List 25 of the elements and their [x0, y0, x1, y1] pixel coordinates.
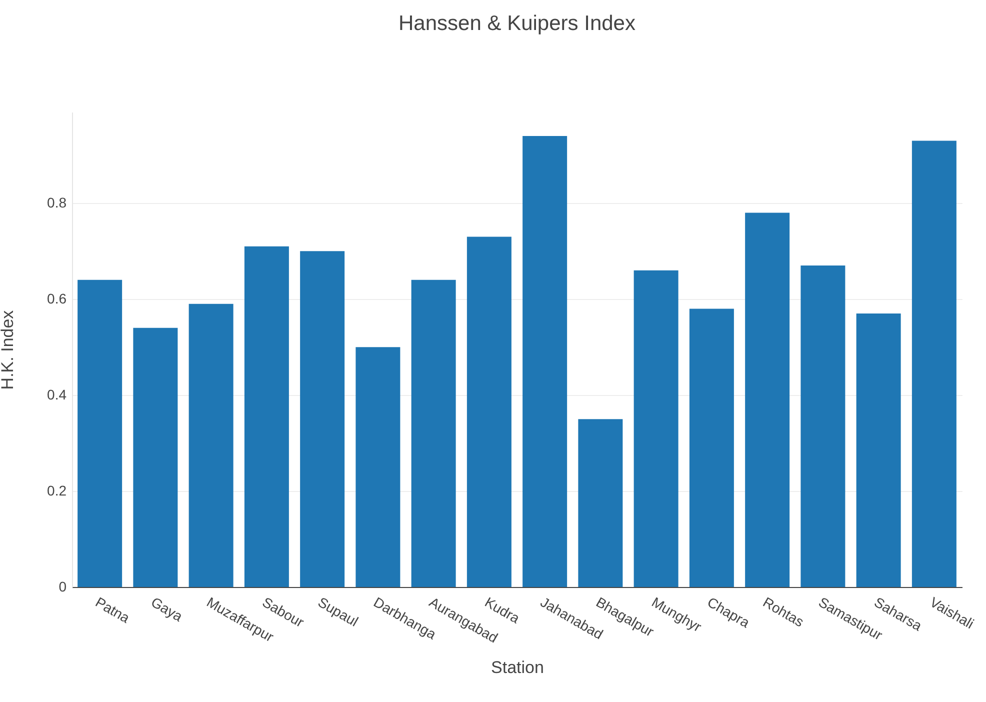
y-axis-title: H.K. Index — [0, 310, 18, 390]
bar — [300, 251, 345, 587]
bar — [466, 236, 512, 587]
y-tick-label: 0.4 — [47, 386, 67, 403]
bar — [745, 212, 790, 587]
bar — [522, 136, 568, 587]
y-tick-label: 0.6 — [47, 290, 67, 307]
x-axis-title: Station — [491, 658, 544, 677]
bar — [244, 246, 289, 587]
bar — [912, 140, 956, 587]
bar — [133, 328, 178, 587]
bar — [689, 308, 734, 587]
bar — [188, 304, 234, 587]
bar — [356, 347, 400, 587]
bar — [411, 280, 456, 587]
bar — [856, 314, 901, 587]
chart-title: Hanssen & Kuipers Index — [398, 12, 636, 35]
bar — [78, 280, 122, 587]
y-tick-label: 0.8 — [47, 194, 67, 211]
x-tick-label: Gaya — [148, 594, 186, 624]
y-tick-label: 0 — [58, 578, 67, 594]
bar — [800, 266, 846, 587]
bar — [578, 419, 623, 587]
bar — [634, 270, 678, 587]
y-tick-label: 0.2 — [47, 482, 67, 499]
